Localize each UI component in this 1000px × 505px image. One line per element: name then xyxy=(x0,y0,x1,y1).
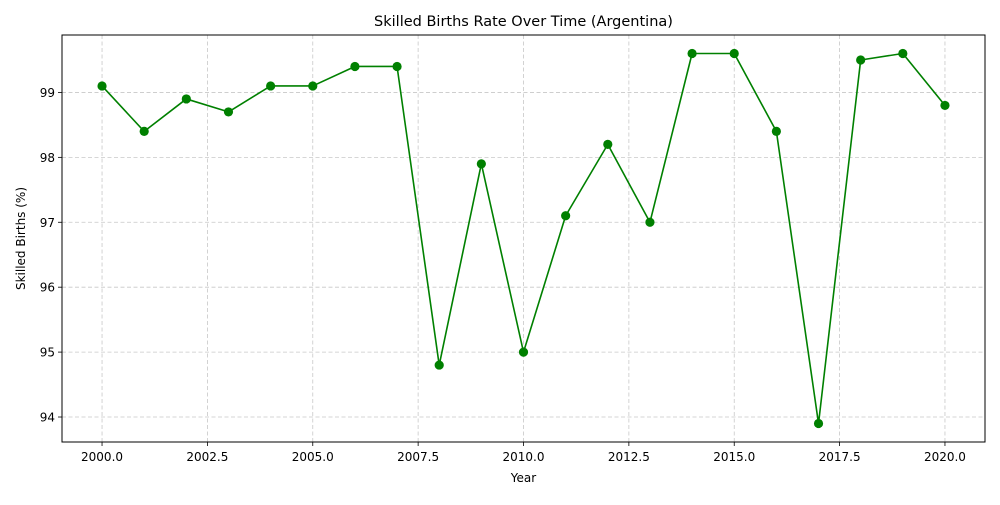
data-point xyxy=(266,81,276,91)
series-layer xyxy=(97,48,950,429)
data-point xyxy=(561,211,571,221)
data-point xyxy=(350,61,360,72)
data-point xyxy=(181,94,191,104)
y-tick-label: 97 xyxy=(40,216,55,230)
y-tick-label: 98 xyxy=(40,151,55,165)
x-tick-label: 2000.0 xyxy=(81,450,123,464)
x-tick-label: 2010.0 xyxy=(503,450,545,464)
grid-layer xyxy=(62,35,985,442)
data-point xyxy=(139,126,149,136)
x-axis: 2000.0 2002.5 2005.0 2007.5 2010.0 2012.5 2015… xyxy=(81,442,966,464)
data-point xyxy=(434,360,444,370)
data-point xyxy=(940,100,950,111)
data-point xyxy=(392,61,402,72)
x-tick-label: 2002.5 xyxy=(186,450,228,464)
chart-title: Skilled Births Rate Over Time (Argentina… xyxy=(374,14,673,30)
x-tick-label: 2007.5 xyxy=(397,450,439,464)
data-point xyxy=(898,48,908,59)
x-tick-label: 2017.5 xyxy=(819,450,861,464)
y-tick-label: 94 xyxy=(40,411,55,425)
x-axis-label: Year xyxy=(510,471,536,485)
data-point xyxy=(729,48,739,59)
data-point xyxy=(476,159,486,169)
data-point xyxy=(856,55,866,65)
x-tick-label: 2012.5 xyxy=(608,450,650,464)
y-axis-label: Skilled Births (%) xyxy=(14,187,28,290)
y-tick-label: 96 xyxy=(40,281,55,295)
x-tick-label: 2015.0 xyxy=(713,450,755,464)
data-point xyxy=(645,217,655,227)
y-axis: 94 95 96 97 98 99 xyxy=(40,86,62,425)
data-point xyxy=(518,347,529,357)
data-point xyxy=(223,107,234,117)
x-tick-label: 2020.0 xyxy=(924,450,966,464)
data-point xyxy=(687,48,697,59)
y-tick-label: 99 xyxy=(40,86,55,100)
y-tick-label: 95 xyxy=(40,346,55,360)
data-point xyxy=(603,139,613,149)
data-point xyxy=(308,81,318,91)
data-point xyxy=(813,418,824,429)
data-point xyxy=(771,126,781,136)
data-point xyxy=(97,81,107,91)
x-tick-label: 2005.0 xyxy=(292,450,334,464)
